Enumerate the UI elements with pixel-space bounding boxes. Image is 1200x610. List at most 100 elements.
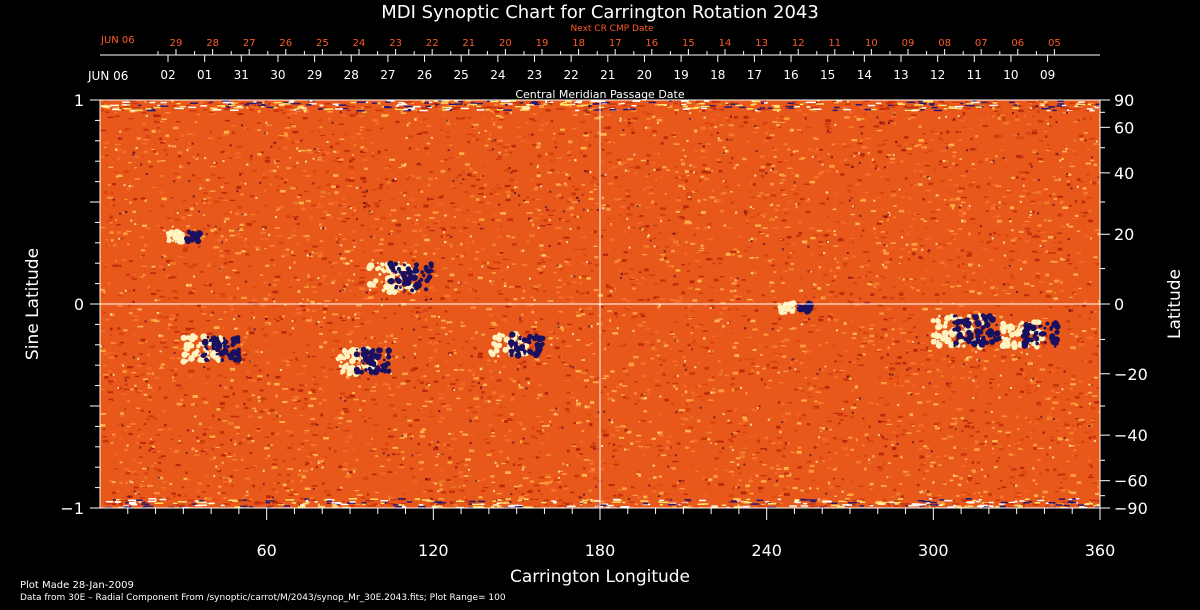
texture-speck: [502, 258, 509, 260]
texture-speck: [380, 280, 383, 284]
texture-speck: [916, 213, 921, 215]
texture-speck: [734, 354, 740, 357]
texture-speck: [441, 228, 446, 231]
texture-speck: [971, 461, 974, 464]
texture-speck: [439, 129, 444, 131]
texture-speck: [451, 102, 454, 104]
texture-speck: [909, 278, 914, 280]
texture-speck: [518, 496, 525, 500]
texture-speck: [456, 116, 459, 120]
texture-speck: [349, 172, 354, 174]
texture-speck: [644, 157, 647, 160]
texture-speck: [1005, 234, 1009, 237]
texture-speck: [701, 399, 705, 401]
second-axis-tick-label: 29: [307, 68, 322, 82]
texture-speck: [265, 361, 271, 365]
texture-speck: [968, 252, 972, 256]
top-axis-tick-label: 17: [609, 38, 622, 49]
texture-speck: [183, 246, 189, 249]
texture-speck: [588, 106, 591, 109]
texture-speck: [842, 106, 847, 110]
texture-speck: [962, 112, 966, 116]
texture-speck: [322, 482, 325, 486]
texture-speck: [947, 435, 954, 439]
texture-speck: [246, 437, 253, 440]
texture-speck: [868, 402, 875, 404]
texture-speck: [760, 480, 767, 483]
texture-speck: [1019, 195, 1025, 198]
texture-speck: [714, 442, 718, 445]
texture-speck: [388, 430, 392, 433]
texture-speck: [704, 346, 709, 350]
texture-speck: [626, 170, 630, 172]
texture-speck: [904, 177, 908, 180]
texture-speck: [936, 208, 941, 211]
texture-speck: [955, 495, 960, 497]
texture-speck: [471, 381, 475, 383]
texture-speck: [878, 452, 884, 456]
texture-speck: [989, 279, 993, 281]
second-axis-tick-label: 20: [637, 68, 652, 82]
texture-speck: [448, 352, 454, 355]
texture-speck: [413, 367, 419, 370]
texture-speck: [692, 299, 698, 302]
texture-speck: [996, 219, 1002, 223]
texture-speck: [734, 116, 738, 119]
texture-speck: [588, 262, 592, 265]
texture-speck: [1088, 383, 1094, 387]
texture-speck: [1053, 236, 1057, 239]
texture-speck: [436, 503, 441, 505]
texture-speck: [387, 186, 390, 189]
texture-speck: [622, 368, 626, 370]
texture-speck: [976, 185, 981, 189]
texture-speck: [523, 201, 530, 203]
texture-speck: [743, 418, 748, 422]
texture-speck: [955, 420, 958, 424]
texture-speck: [1015, 444, 1021, 446]
texture-speck: [261, 328, 264, 330]
texture-speck: [275, 375, 281, 378]
texture-speck: [907, 251, 911, 254]
texture-speck: [540, 442, 546, 444]
texture-speck: [224, 258, 228, 260]
texture-speck: [144, 340, 148, 343]
texture-speck: [1037, 401, 1040, 405]
second-axis-tick-label: 09: [1040, 68, 1055, 82]
texture-speck: [558, 240, 564, 243]
texture-speck: [654, 296, 660, 298]
texture-speck: [257, 110, 261, 113]
texture-speck: [309, 461, 313, 463]
texture-speck: [1096, 480, 1100, 482]
texture-speck: [533, 188, 538, 191]
texture-speck: [1036, 230, 1041, 233]
texture-speck: [102, 364, 106, 367]
texture-speck: [370, 142, 375, 144]
texture-speck: [803, 319, 808, 321]
texture-speck: [315, 151, 320, 153]
texture-speck: [744, 358, 748, 360]
texture-speck: [125, 472, 131, 475]
texture-speck: [991, 447, 994, 450]
texture-speck: [571, 445, 577, 447]
texture-speck: [1074, 455, 1077, 457]
texture-speck: [401, 435, 407, 438]
texture-speck: [1083, 302, 1087, 304]
texture-speck: [186, 225, 190, 228]
texture-speck: [303, 402, 308, 405]
texture-speck: [210, 113, 216, 115]
texture-speck: [100, 227, 105, 229]
texture-speck: [601, 429, 607, 433]
texture-speck: [181, 404, 186, 407]
texture-speck: [738, 472, 743, 475]
texture-speck: [209, 435, 216, 438]
texture-speck: [688, 316, 695, 318]
texture-speck: [565, 472, 568, 476]
texture-speck: [374, 403, 378, 405]
texture-speck: [714, 484, 719, 486]
texture-speck: [299, 414, 304, 416]
texture-speck: [883, 485, 887, 487]
texture-speck: [264, 457, 269, 459]
texture-speck: [153, 320, 160, 323]
texture-speck: [793, 184, 797, 187]
texture-speck: [309, 257, 312, 260]
